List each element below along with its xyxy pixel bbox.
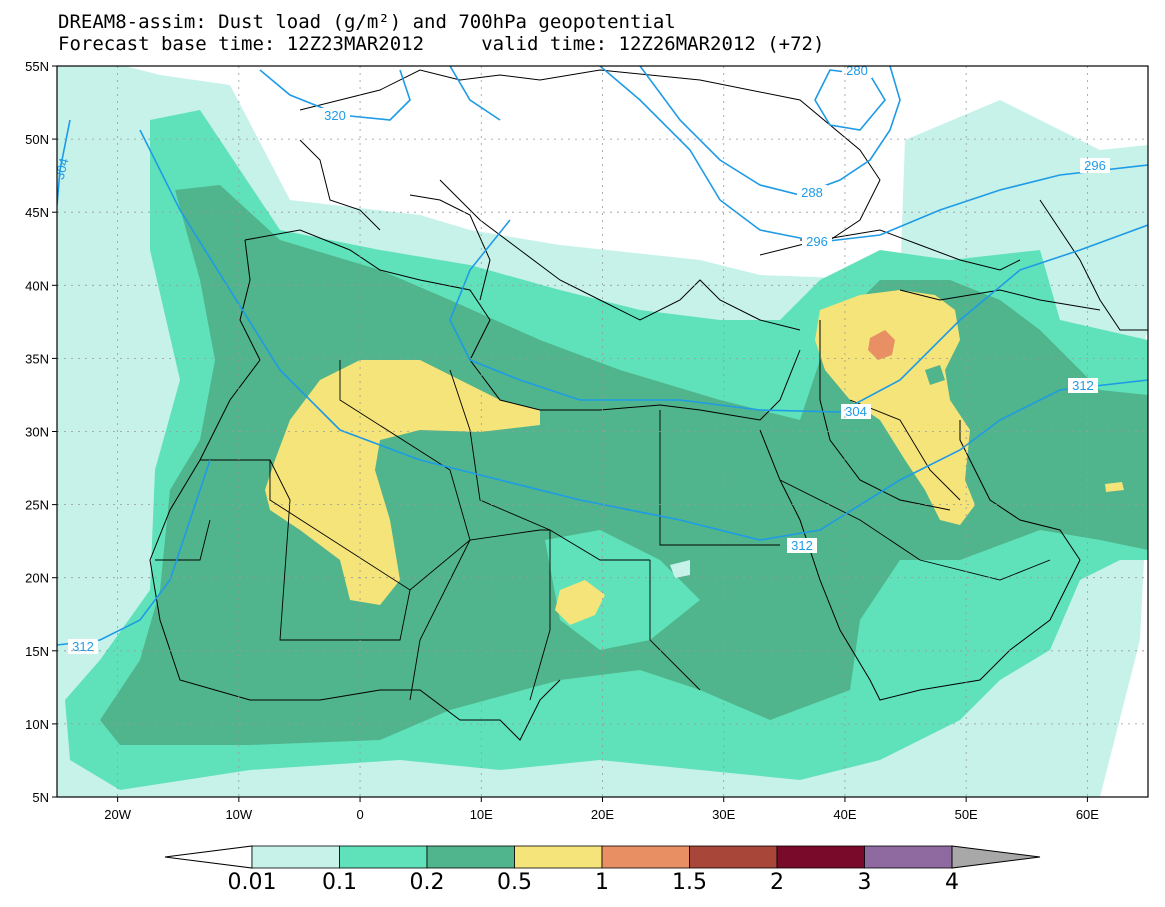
colorbar-label: 0.5 <box>497 870 532 895</box>
lat-tick-label: 55N <box>25 59 49 74</box>
contour-312 <box>139 129 1148 541</box>
lon-tick-label: 30E <box>712 807 735 822</box>
dust-patch-0-1b <box>1040 560 1080 620</box>
colorbar-box <box>339 845 428 869</box>
lat-tick-label: 10N <box>25 717 49 732</box>
colorbar-low-triangle <box>164 845 253 869</box>
axis-ticks: 5N 10N 15N 20N 25N 30N 35N 40N 45N 50N 55N 20W 10W 0 1… <box>25 59 1099 822</box>
colorbar-label: 2 <box>770 870 784 895</box>
lon-tick-label: 50E <box>955 807 978 822</box>
colorbar-box <box>864 845 953 869</box>
lat-tick-label: 5N <box>32 790 49 805</box>
contour-label: 296 <box>1084 158 1106 173</box>
lon-tick-label: 20W <box>104 807 131 822</box>
lon-tick-label: 0 <box>356 807 363 822</box>
colorbar-box <box>776 845 865 869</box>
colorbar-high-triangle <box>951 845 1041 869</box>
map-plot-area: 280 288 296 296 304 304 312 312 312 320 <box>57 63 1148 797</box>
lon-tick-label: 10W <box>225 807 252 822</box>
contour-label: 312 <box>791 538 813 553</box>
lat-tick-label: 30N <box>25 425 49 440</box>
contour-label-group: 280 288 296 296 304 304 312 312 312 320 <box>57 63 1110 654</box>
dust-band-1-5 <box>868 330 895 360</box>
colorbar-label: 0.01 <box>227 870 277 895</box>
colorbar <box>164 845 1041 869</box>
dust-band-0-5-small <box>1105 482 1124 492</box>
colorbar-box <box>426 845 515 869</box>
colorbar-label: 4 <box>945 870 959 895</box>
contour-296b <box>599 66 721 201</box>
colorbar-box <box>689 845 778 869</box>
colorbar-box <box>251 845 340 869</box>
lat-tick-label: 25N <box>25 498 49 513</box>
geopotential-contours <box>57 66 1148 646</box>
country-borders <box>155 360 1051 701</box>
contour-label: 320 <box>324 108 346 123</box>
contour-label: 312 <box>72 639 94 654</box>
gridlines <box>57 66 1148 797</box>
contour-320 <box>259 69 411 121</box>
contour-320b <box>449 66 501 121</box>
lon-tick-label: 20E <box>591 807 614 822</box>
coastlines <box>149 69 1148 741</box>
lat-tick-label: 35N <box>25 351 49 366</box>
lon-tick-label: 40E <box>833 807 856 822</box>
contour-label: 312 <box>1072 378 1094 393</box>
contour-label: 288 <box>801 185 823 200</box>
dust-patch-0-2-iraq <box>925 365 945 385</box>
lat-tick-label: 45N <box>25 205 49 220</box>
colorbar-box <box>514 845 603 869</box>
colorbar-label: 0.1 <box>322 870 357 895</box>
lon-tick-label: 60E <box>1076 807 1099 822</box>
contour-304 <box>449 219 1148 413</box>
lat-tick-label: 20N <box>25 571 49 586</box>
lon-tick-label: 10E <box>470 807 493 822</box>
dust-band-0-5-iraq <box>815 290 975 525</box>
lat-tick-label: 15N <box>25 644 49 659</box>
dust-band-0-5-chad <box>555 580 605 625</box>
contour-label: 304 <box>845 404 867 419</box>
contour-296 <box>719 164 1148 243</box>
lat-tick-label: 50N <box>25 132 49 147</box>
colorbar-label: 1 <box>595 870 609 895</box>
colorbar-box <box>601 845 690 869</box>
map-title: DREAM8-assim: Dust load (g/m²) and 700hP… <box>58 11 676 33</box>
dust-band-0-5-sahara <box>265 360 540 605</box>
dust-patch-0-1 <box>545 530 700 650</box>
map-subtitle: Forecast base time: 12Z23MAR2012 valid t… <box>58 33 825 55</box>
colorbar-label: 0.2 <box>409 870 445 895</box>
contour-label: 280 <box>846 63 868 78</box>
colorbar-label: 1.5 <box>672 870 707 895</box>
colorbar-label: 3 <box>857 870 872 895</box>
dust-patch-0-2 <box>710 590 770 670</box>
contour-304-west <box>57 119 71 206</box>
contour-label: 296 <box>806 234 828 249</box>
lat-tick-label: 40N <box>25 278 49 293</box>
dust-patch-0-01 <box>670 560 690 578</box>
